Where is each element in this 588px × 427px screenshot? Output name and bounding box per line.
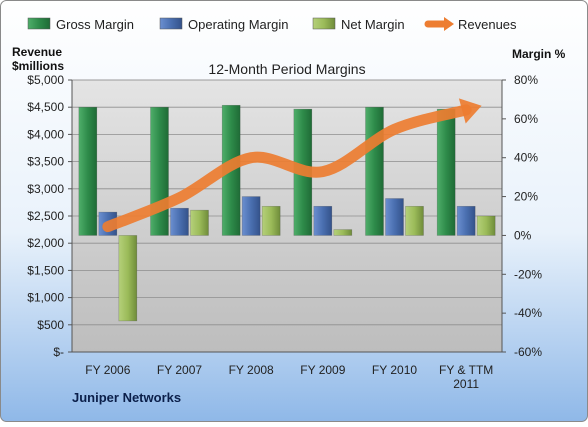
right-axis-tick-label: -20%: [514, 267, 542, 281]
legend-swatch: [27, 17, 51, 30]
left-axis-tick-label: $5,000: [27, 73, 64, 87]
chart-title: 12-Month Period Margins: [208, 61, 365, 77]
net-margin-bar: [261, 205, 281, 236]
gross-margin-bar: [150, 106, 169, 236]
x-axis-tick-label: FY 2009: [300, 363, 345, 377]
operating-margin-bar: [456, 205, 476, 236]
company-label: Juniper Networks: [72, 390, 181, 405]
right-axis-tick-label: 80%: [514, 73, 538, 87]
legend-arrowhead: [444, 17, 454, 31]
right-axis-tick-label: -60%: [514, 345, 542, 359]
left-axis-label: Revenue: [12, 45, 62, 59]
x-axis-tick-label: FY & TTM 2011: [439, 363, 493, 391]
revenues-line: [102, 104, 472, 233]
legend-label: Operating Margin: [188, 17, 288, 32]
left-axis-tick-label: $3,500: [27, 155, 64, 169]
left-axis-tick-label: $4,500: [27, 100, 64, 114]
net-margin-bar: [190, 209, 209, 236]
legend-label: Revenues: [458, 17, 517, 32]
x-axis-tick-label: FY 2010: [372, 363, 417, 377]
left-axis-tick-label: $2,500: [27, 209, 64, 223]
net-margin-bar: [118, 235, 138, 322]
left-axis-tick-label: $500: [37, 318, 64, 332]
operating-margin-bar: [241, 196, 261, 236]
gross-margin-bar: [436, 108, 456, 236]
left-axis-tick-label: $4,000: [27, 127, 64, 141]
left-axis-tick-label: $3,000: [27, 182, 64, 196]
legend-swatch: [159, 17, 183, 30]
right-axis-tick-label: 40%: [514, 151, 538, 165]
right-axis-tick-label: -40%: [514, 306, 542, 320]
operating-margin-bar: [385, 198, 404, 236]
operating-margin-bar: [313, 205, 333, 236]
left-axis-tick-label: $2,000: [27, 236, 64, 250]
legend-swatch: [312, 17, 336, 30]
net-margin-bar: [476, 215, 496, 236]
right-axis-label: Margin %: [512, 47, 566, 61]
gross-margin-bar: [78, 106, 98, 236]
legend-label: Net Margin: [341, 17, 405, 32]
left-axis-tick-label: $1,000: [27, 291, 64, 305]
net-margin-bar: [405, 205, 424, 236]
operating-margin-bar: [170, 207, 189, 236]
revenues-arrowhead: [458, 98, 482, 124]
right-axis-tick-label: 60%: [514, 112, 538, 126]
left-axis-tick-label: $-: [53, 345, 64, 359]
left-axis-tick-label: $1,500: [27, 263, 64, 277]
legend-label: Gross Margin: [56, 17, 134, 32]
x-axis-tick-label: FY 2008: [229, 363, 274, 377]
left-axis-label: $millions: [12, 59, 64, 73]
gross-margin-bar: [365, 106, 384, 236]
x-axis-tick-label: FY 2006: [85, 363, 130, 377]
right-axis-tick-label: 0%: [514, 228, 532, 242]
net-margin-bar: [333, 229, 353, 236]
x-axis-tick-label: FY 2007: [157, 363, 202, 377]
right-axis-tick-label: 20%: [514, 190, 538, 204]
